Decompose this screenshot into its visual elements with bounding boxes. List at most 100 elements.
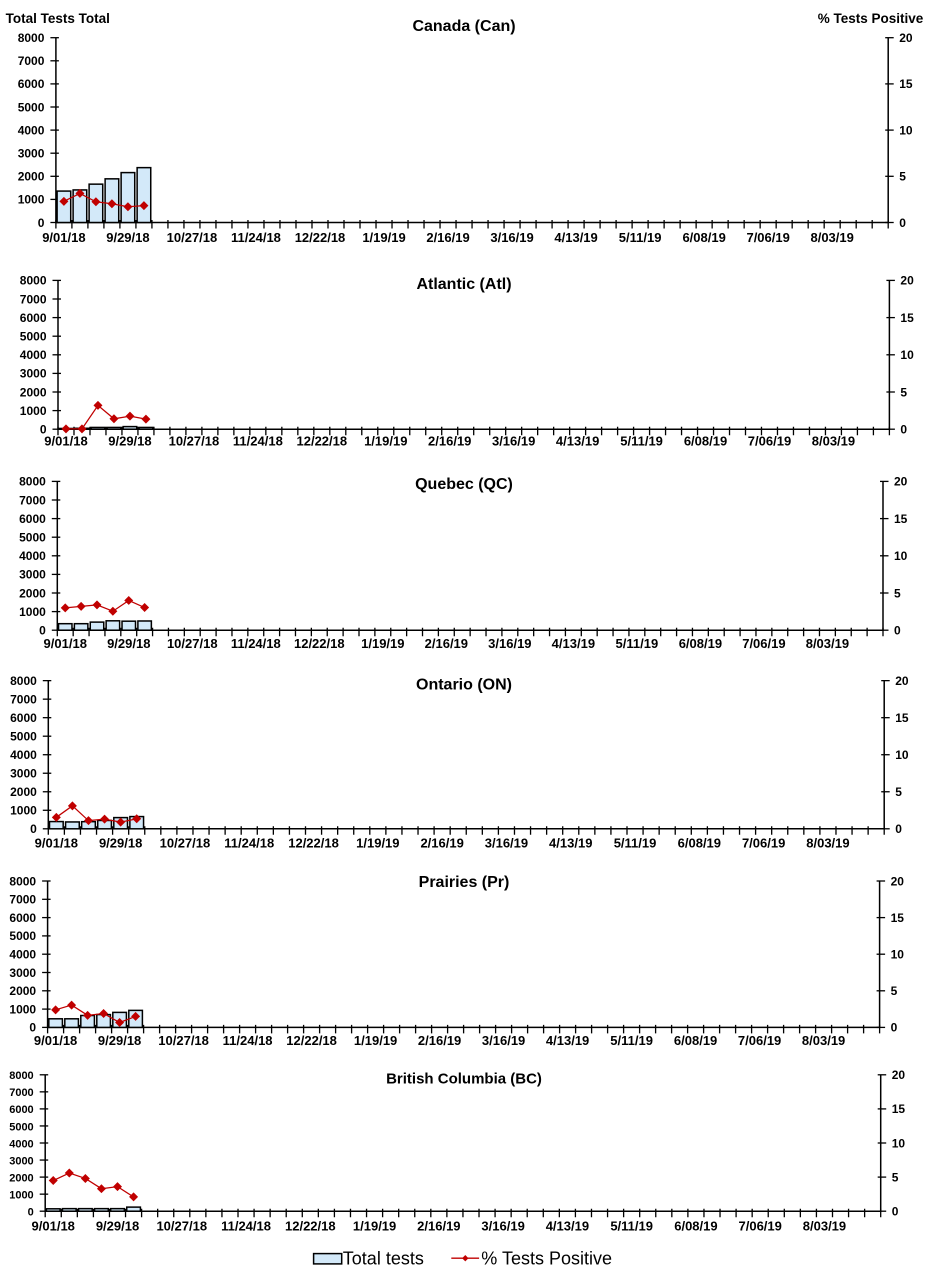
- svg-text:9/29/18: 9/29/18: [98, 1033, 141, 1048]
- svg-text:8000: 8000: [18, 31, 45, 45]
- svg-text:Canada (Can): Canada (Can): [412, 18, 515, 35]
- svg-text:15: 15: [892, 1102, 906, 1116]
- svg-text:4/13/19: 4/13/19: [549, 836, 592, 851]
- svg-text:1/19/19: 1/19/19: [362, 230, 405, 245]
- svg-text:0: 0: [892, 1205, 899, 1219]
- svg-text:5000: 5000: [9, 929, 36, 943]
- svg-text:8/03/19: 8/03/19: [803, 1218, 846, 1233]
- svg-text:3/16/19: 3/16/19: [481, 1218, 524, 1233]
- svg-text:2/16/19: 2/16/19: [425, 636, 468, 651]
- svg-text:1/19/19: 1/19/19: [353, 1218, 396, 1233]
- svg-text:11/24/18: 11/24/18: [224, 836, 274, 851]
- svg-text:2/16/19: 2/16/19: [418, 1033, 461, 1048]
- svg-text:20: 20: [900, 274, 914, 288]
- svg-text:8000: 8000: [10, 674, 37, 688]
- svg-text:7/06/19: 7/06/19: [738, 1033, 781, 1048]
- svg-text:1000: 1000: [9, 1189, 33, 1201]
- svg-text:2000: 2000: [9, 1172, 33, 1184]
- svg-text:0: 0: [28, 1207, 34, 1219]
- svg-text:1000: 1000: [19, 605, 46, 619]
- svg-text:6000: 6000: [9, 911, 36, 925]
- svg-text:2000: 2000: [19, 586, 46, 600]
- svg-text:10/27/18: 10/27/18: [156, 1218, 207, 1233]
- svg-text:Prairies (Pr): Prairies (Pr): [419, 874, 510, 891]
- svg-text:3000: 3000: [9, 1155, 33, 1167]
- svg-text:4000: 4000: [9, 948, 36, 962]
- svg-text:1/19/19: 1/19/19: [364, 434, 407, 449]
- svg-text:2/16/19: 2/16/19: [426, 230, 469, 245]
- svg-text:10: 10: [899, 123, 913, 137]
- svg-text:5: 5: [899, 170, 906, 184]
- svg-text:10/27/18: 10/27/18: [158, 1033, 209, 1048]
- svg-text:3000: 3000: [19, 568, 46, 582]
- svg-text:10/27/18: 10/27/18: [167, 230, 218, 245]
- svg-text:4000: 4000: [19, 549, 46, 563]
- svg-text:5/11/19: 5/11/19: [614, 836, 657, 851]
- svg-text:8/03/19: 8/03/19: [812, 434, 855, 449]
- svg-text:4/13/19: 4/13/19: [546, 1218, 589, 1233]
- svg-text:2000: 2000: [18, 170, 45, 184]
- svg-text:11/24/18: 11/24/18: [231, 636, 281, 651]
- svg-text:5000: 5000: [10, 730, 37, 744]
- svg-text:12/22/18: 12/22/18: [295, 230, 346, 245]
- svg-text:1000: 1000: [20, 404, 47, 418]
- svg-text:5/11/19: 5/11/19: [619, 230, 662, 245]
- svg-text:5/11/19: 5/11/19: [616, 636, 659, 651]
- svg-text:1000: 1000: [18, 193, 45, 207]
- svg-text:1/19/19: 1/19/19: [354, 1033, 397, 1048]
- svg-text:9/29/18: 9/29/18: [99, 836, 142, 851]
- svg-text:3/16/19: 3/16/19: [488, 636, 531, 651]
- svg-text:% Tests Positive: % Tests Positive: [481, 1248, 612, 1268]
- svg-text:2000: 2000: [20, 385, 47, 399]
- svg-text:10: 10: [895, 748, 909, 762]
- svg-text:0: 0: [900, 423, 907, 437]
- svg-text:7000: 7000: [10, 692, 37, 706]
- svg-text:2/16/19: 2/16/19: [428, 434, 471, 449]
- svg-text:6000: 6000: [9, 1104, 33, 1116]
- svg-text:5: 5: [891, 984, 898, 998]
- svg-text:5/11/19: 5/11/19: [620, 434, 663, 449]
- svg-text:Total tests: Total tests: [343, 1248, 424, 1268]
- svg-text:6/08/19: 6/08/19: [678, 836, 721, 851]
- svg-text:10: 10: [892, 1136, 906, 1150]
- svg-text:5000: 5000: [20, 330, 47, 344]
- svg-text:9/29/18: 9/29/18: [96, 1218, 139, 1233]
- svg-text:4/13/19: 4/13/19: [546, 1033, 589, 1048]
- svg-text:7/06/19: 7/06/19: [748, 434, 791, 449]
- svg-text:7/06/19: 7/06/19: [742, 636, 785, 651]
- svg-text:9/01/18: 9/01/18: [34, 1033, 77, 1048]
- svg-text:6/08/19: 6/08/19: [674, 1218, 717, 1233]
- svg-text:12/22/18: 12/22/18: [297, 434, 348, 449]
- svg-text:0: 0: [894, 624, 901, 638]
- svg-text:20: 20: [894, 475, 908, 489]
- svg-text:10/27/18: 10/27/18: [167, 636, 218, 651]
- svg-text:3/16/19: 3/16/19: [485, 836, 528, 851]
- svg-text:4000: 4000: [20, 348, 47, 362]
- svg-text:0: 0: [29, 1021, 36, 1035]
- svg-text:5000: 5000: [18, 100, 45, 114]
- svg-text:11/24/18: 11/24/18: [221, 1218, 271, 1233]
- svg-text:5: 5: [900, 385, 907, 399]
- svg-text:0: 0: [38, 216, 45, 230]
- svg-text:8/03/19: 8/03/19: [806, 836, 849, 851]
- svg-text:12/22/18: 12/22/18: [294, 636, 345, 651]
- svg-text:4/13/19: 4/13/19: [552, 636, 595, 651]
- svg-text:1000: 1000: [10, 804, 37, 818]
- svg-text:20: 20: [895, 674, 909, 688]
- svg-text:15: 15: [894, 512, 908, 526]
- svg-text:3000: 3000: [18, 147, 45, 161]
- svg-text:Atlantic (Atl): Atlantic (Atl): [416, 276, 511, 293]
- svg-text:11/24/18: 11/24/18: [223, 1033, 273, 1048]
- svg-text:10: 10: [891, 948, 905, 962]
- svg-text:8000: 8000: [19, 475, 46, 489]
- svg-text:5/11/19: 5/11/19: [610, 1218, 653, 1233]
- svg-text:0: 0: [39, 624, 46, 638]
- svg-text:6/08/19: 6/08/19: [674, 1033, 717, 1048]
- svg-text:7000: 7000: [9, 893, 36, 907]
- svg-text:12/22/18: 12/22/18: [286, 1033, 337, 1048]
- svg-text:8/03/19: 8/03/19: [802, 1033, 845, 1048]
- svg-text:2000: 2000: [9, 984, 36, 998]
- svg-text:9/01/18: 9/01/18: [32, 1218, 75, 1233]
- svg-text:10: 10: [900, 348, 914, 362]
- svg-text:7000: 7000: [19, 493, 46, 507]
